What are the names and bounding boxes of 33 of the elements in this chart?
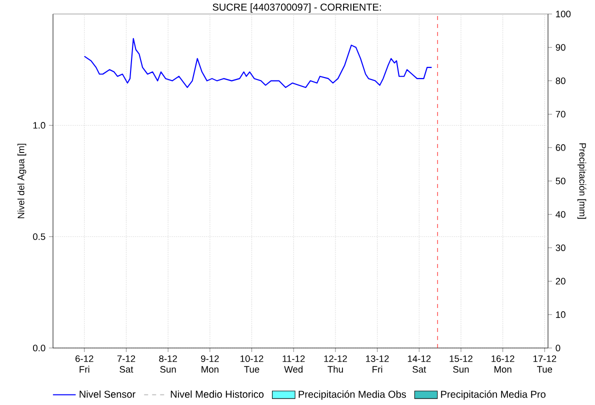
y2-tick-label: 20 [556,278,566,284]
y-axis-title: Nivel del Agua [m] [17,144,26,218]
x-tick-label: 17-12 Tue [533,355,556,373]
y2-tick-label: 80 [556,78,566,84]
y2-tick-label: 30 [556,244,566,252]
y2-axis-title: Precipitación [mm] [577,143,586,219]
y2-tick-label: 60 [556,144,566,151]
x-tick-label: 15-12 Sun [450,355,472,373]
legend-label: Precipitación Media Pro [441,390,546,400]
x-tick-label: 10-12 Tue [240,355,264,373]
x-tick-label: 14-12 Sat [408,355,431,373]
y2-tick-label: 70 [556,110,566,118]
y-tick-label: 1.0 [33,122,46,129]
y2-tick-label: 100 [556,10,571,18]
x-tick-label: 16-12 Mon [492,355,514,373]
y2-tick-label: 50 [556,178,566,184]
y2-tick-label: 40 [556,211,566,218]
x-tick-label: 9-12 Mon [201,355,219,373]
legend-label: Precipitación Media Obs [298,390,406,400]
y-tick-label: 0.5 [33,233,46,240]
y2-tick-label: 10 [556,311,566,318]
legend-label: Nivel Sensor [80,390,136,398]
x-tick-label: 12-12 Thu [324,355,347,373]
legend-label: Nivel Medio Historico [170,390,264,398]
x-tick-label: 11-12 Wed [282,355,305,373]
x-tick-label: 7-12 Sat [117,355,136,373]
y2-tick-label: 0 [556,344,560,352]
y2-tick-label: 90 [556,44,566,51]
x-tick-label: 8-12 Sun [159,355,177,373]
x-tick-label: 6-12 Fri [76,355,94,373]
x-tick-label: 13-12 Fri [366,355,389,373]
chart-title: SUCRE [4403700097] - CORRIENTE: [212,3,381,13]
y-tick-label: 0.0 [33,344,46,352]
